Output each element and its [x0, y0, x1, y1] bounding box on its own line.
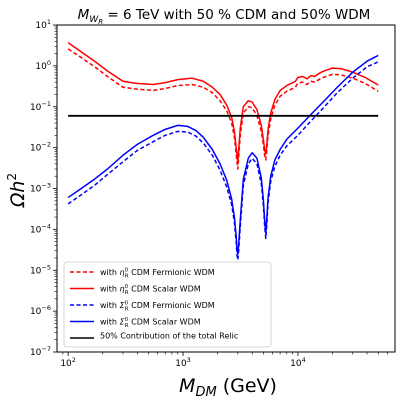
legend: with η0 R CDM Fermionic WDM with η0 R CDM S…	[63, 261, 272, 348]
x-tick-label: 103	[175, 356, 191, 369]
legend-label-3: with Σ0 R CDM Scalar WDM	[100, 317, 201, 329]
x-axis-label: MDM (GeV)	[179, 375, 277, 400]
legend-box	[63, 261, 272, 348]
x-axis-label-main: M	[179, 375, 195, 397]
series-line-2	[67, 61, 379, 261]
y-tick-label: 10−6	[30, 304, 51, 317]
y-tick-label: 10−4	[30, 222, 51, 235]
series-line-1	[67, 42, 379, 163]
legend-label-0: with η0 R CDM Fermionic WDM	[100, 268, 215, 280]
y-axis-label: Ωh2	[5, 173, 29, 208]
y-tick-label: 10−1	[30, 100, 51, 113]
y-tick-label: 100	[35, 59, 51, 72]
x-axis-label-rest: (GeV)	[217, 375, 277, 397]
series-line-3	[67, 54, 379, 255]
legend-label-2: with Σ0 R CDM Fermionic WDM	[100, 301, 215, 313]
series-line-0	[67, 48, 379, 170]
y-axis-label-main: Ωh	[7, 181, 29, 209]
x-tick-label: 102	[60, 356, 76, 369]
x-tick-label: 104	[290, 356, 306, 369]
y-tick-label: 10−2	[30, 141, 51, 154]
x-axis-label-sub: DM	[195, 385, 216, 400]
legend-label-4: 50% Contribution of the total Relic	[100, 332, 238, 341]
title-rest: = 6 TeV with 50 % CDM and 50% WDM	[103, 7, 370, 23]
plot-area: 102 103 104 10−7 10−6 10−5 10−4 10−3 10−2 10−1 100…	[30, 18, 396, 369]
chart-title: MWR = 6 TeV with 50 % CDM and 50% WDM	[78, 7, 371, 26]
y-axis-label-sup: 2	[5, 173, 19, 181]
title-var: M	[78, 7, 90, 23]
y-tick-label: 101	[35, 18, 51, 31]
legend-label-1: with η0 R CDM Scalar WDM	[100, 284, 201, 296]
y-tick-label: 10−7	[30, 345, 51, 358]
title-var-subsub: R	[98, 18, 103, 26]
title-var-sub: W	[89, 15, 99, 25]
y-tick-label: 10−3	[30, 182, 51, 195]
y-tick-label: 10−5	[30, 263, 51, 276]
